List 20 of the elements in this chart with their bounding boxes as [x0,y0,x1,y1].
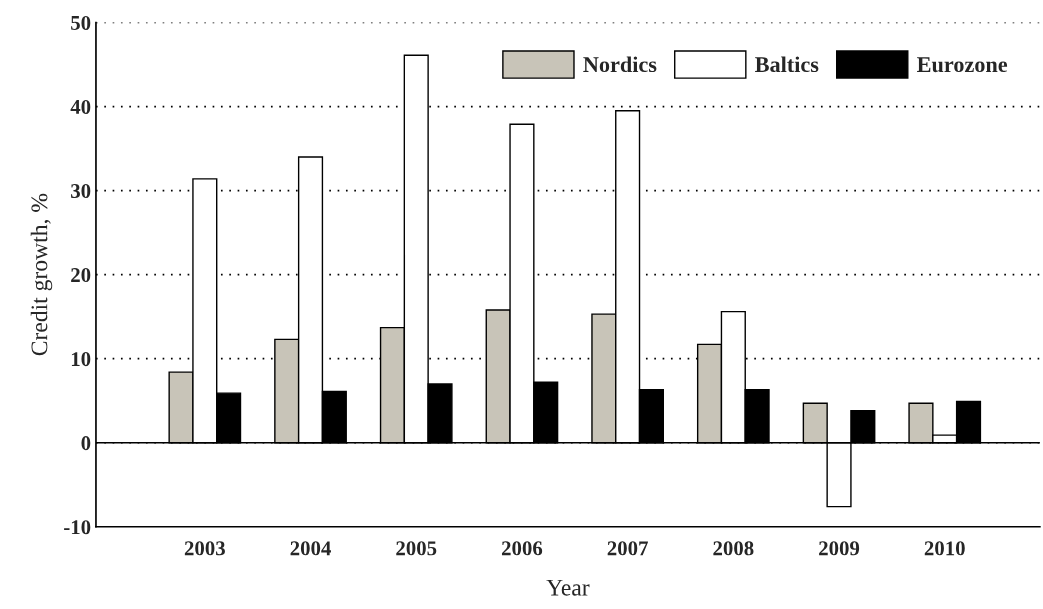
x-tick-label: 2007 [607,541,648,556]
x-tick-label: 2010 [924,541,965,556]
legend-label: Baltics [755,56,819,73]
legend-label: Nordics [583,56,657,73]
y-axis-title: Credit growth, % [30,193,53,356]
y-tick-label: 50 [71,15,91,30]
y-tick-label: 0 [81,436,91,451]
legend-label: Eurozone [917,57,1008,73]
x-axis-title: Year [546,579,590,596]
x-tick-label: 2009 [819,541,860,556]
x-tick-label: 2004 [290,541,331,556]
y-tick-label: 30 [71,183,91,199]
x-tick-label: 2008 [713,541,754,556]
x-tick-label: 2006 [501,541,543,556]
x-tick-label: 2003 [184,541,225,556]
x-tick-label: 2005 [396,541,437,556]
y-tick-label: 10 [71,352,91,367]
y-tick-label: -10 [64,520,91,535]
y-tick-label: 20 [71,268,91,283]
y-tick-label: 40 [70,99,91,115]
